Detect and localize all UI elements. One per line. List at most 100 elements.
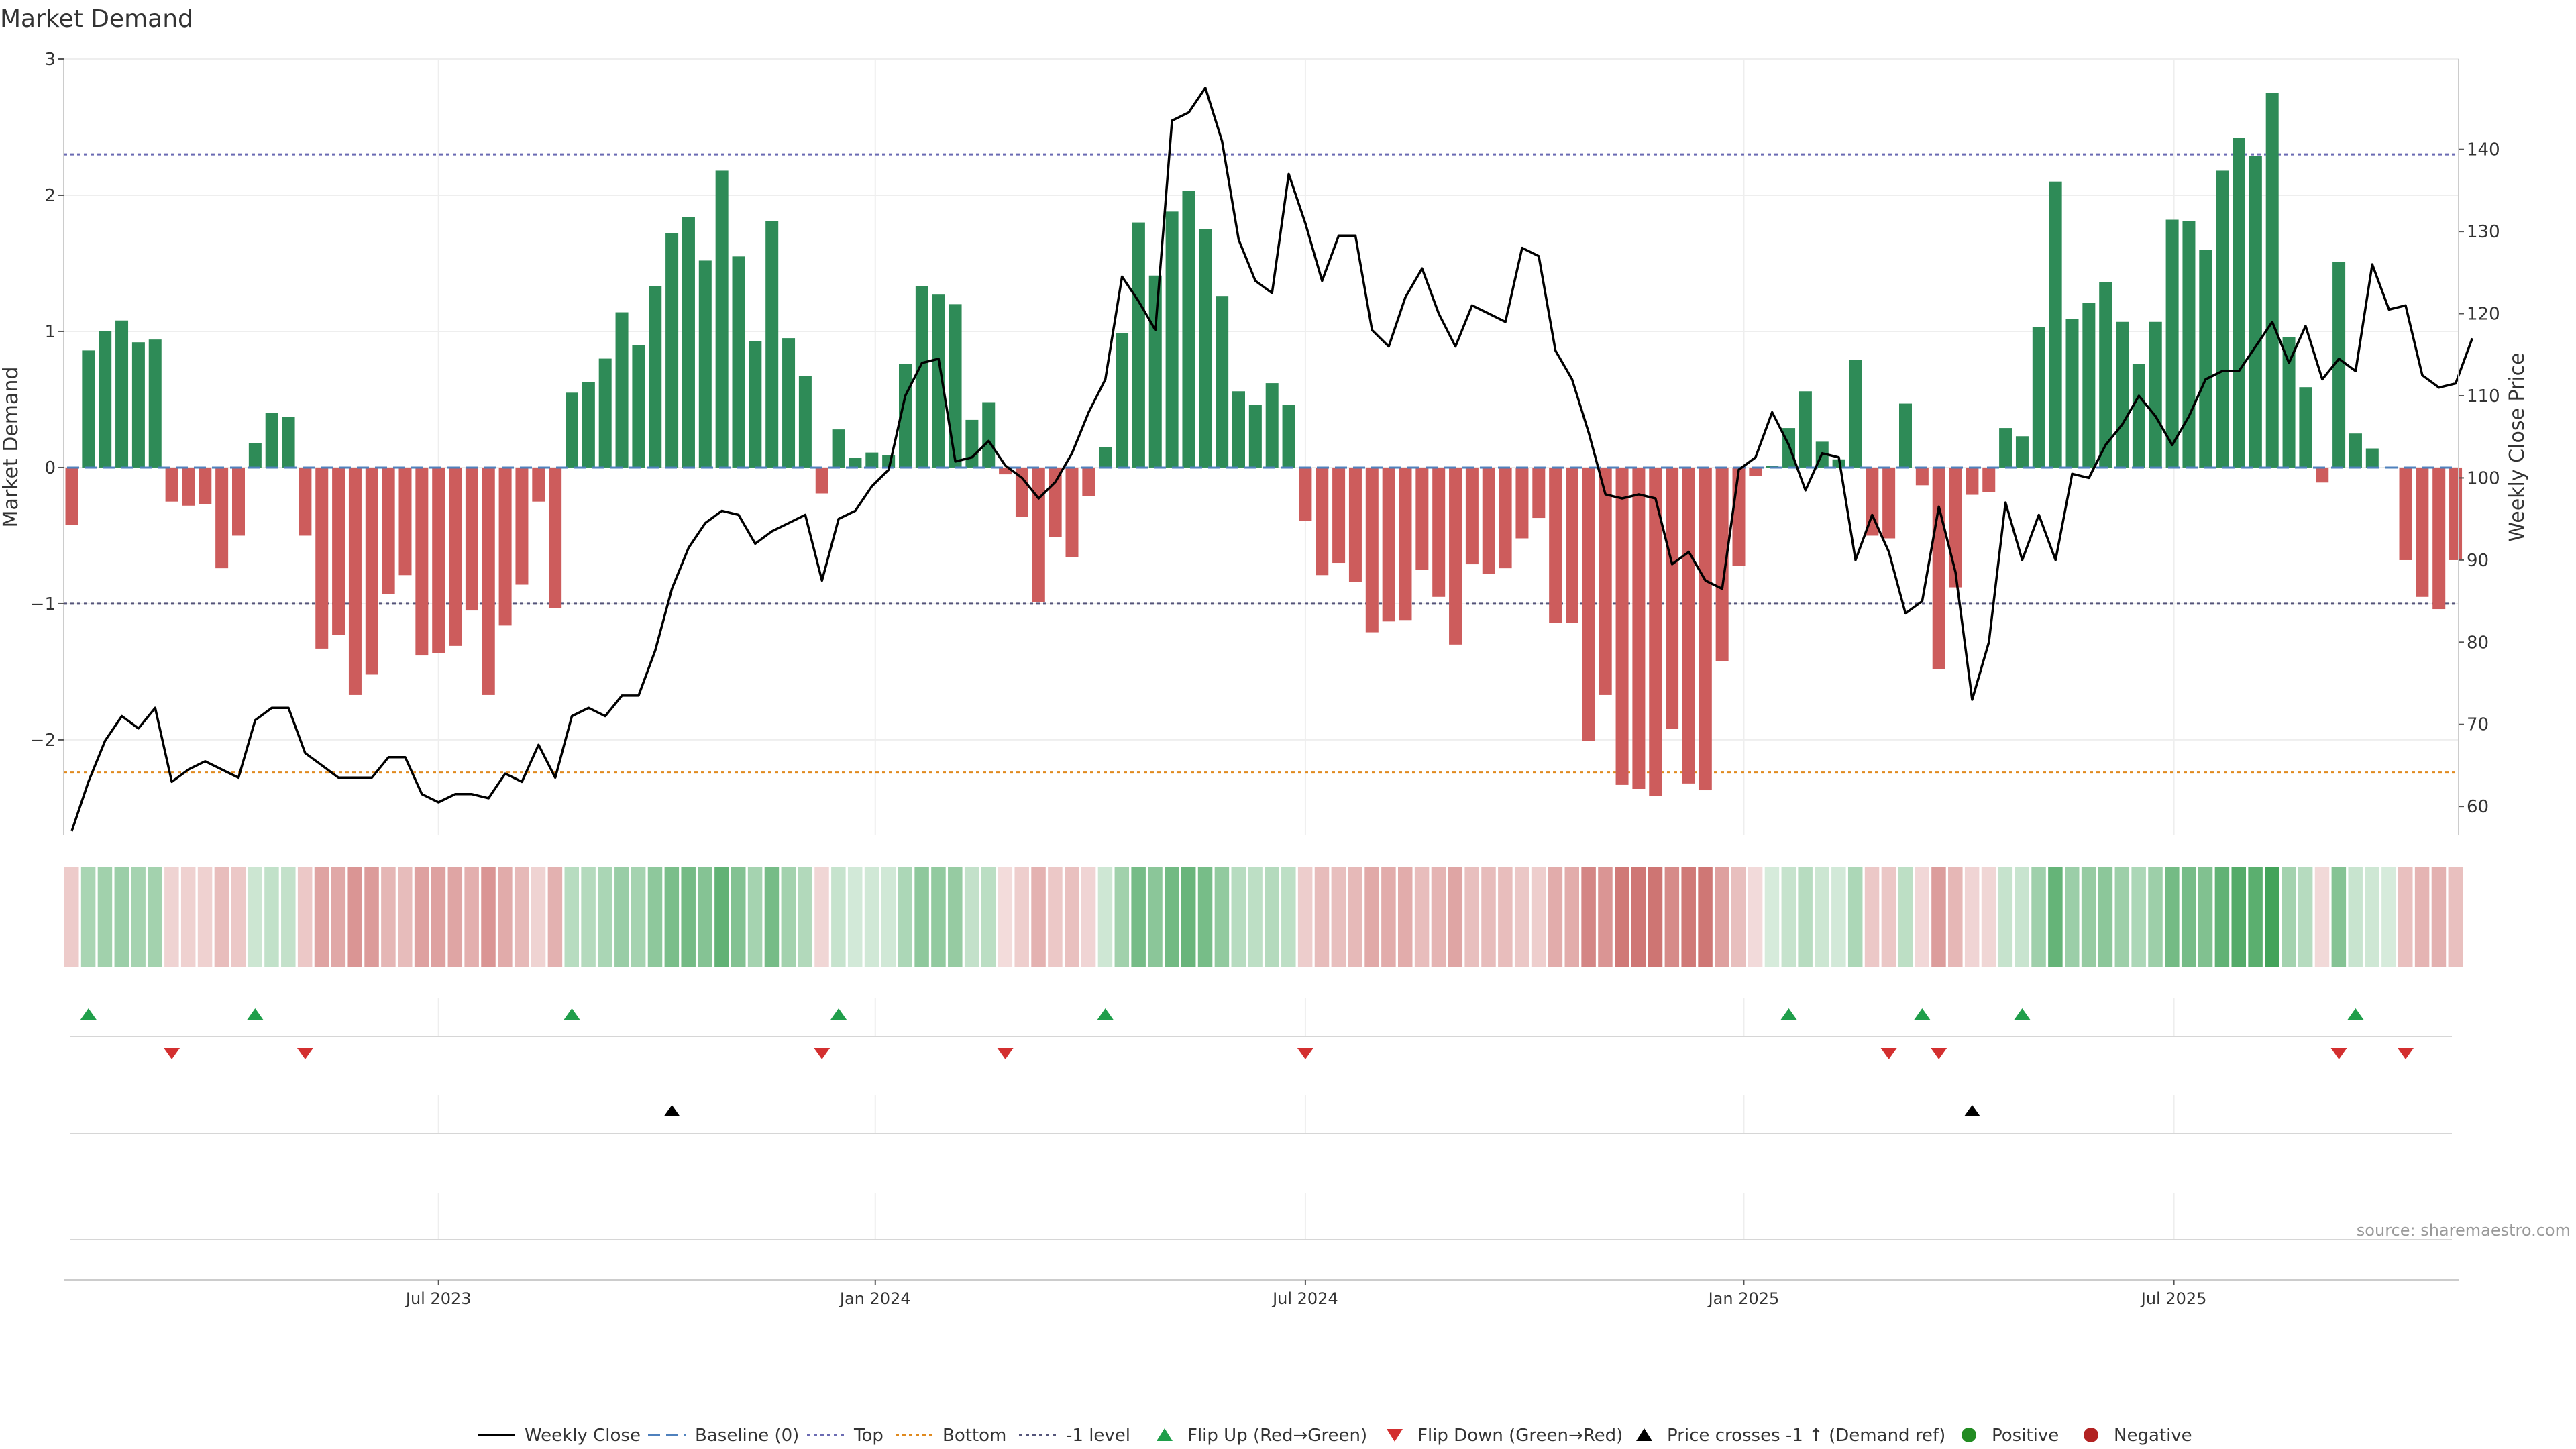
heat-cell — [131, 867, 146, 967]
heat-cell — [1781, 867, 1796, 967]
heat-cell — [2214, 867, 2230, 967]
heat-cell — [1981, 867, 1996, 967]
left-tick-label: 0 — [44, 458, 56, 478]
demand-bar — [865, 452, 879, 468]
demand-bar — [915, 286, 928, 468]
heat-cell — [1598, 867, 1613, 967]
left-tick-label: 2 — [44, 186, 56, 206]
demand-bar — [1132, 222, 1145, 468]
demand-bar — [1099, 447, 1112, 468]
main-axes: 3 2 1 0 −1 −2 140 130 120 110 100 90 80 70 60 Market De… — [0, 50, 2529, 835]
y2-axis-label: Weekly Close Price — [2506, 352, 2529, 541]
demand-bar — [2182, 221, 2196, 468]
demand-bar — [1316, 467, 1329, 576]
heat-cell — [1898, 867, 1913, 967]
demand-bar — [1465, 467, 1479, 565]
heat-cell — [1815, 867, 1829, 967]
heat-cell — [2314, 867, 2330, 967]
event-marker-panels — [70, 998, 2452, 1240]
heat-cell — [1498, 867, 1513, 967]
demand-bar — [1065, 467, 1079, 557]
flip-up-marker — [830, 1008, 847, 1020]
right-tick-label: 60 — [2467, 797, 2489, 817]
heat-cell — [1847, 867, 1863, 967]
demand-bar — [949, 304, 962, 468]
demand-bar — [1866, 467, 1879, 536]
reference-lines — [64, 153, 2459, 774]
demand-bar — [265, 413, 278, 468]
heat-cell — [447, 867, 463, 967]
demand-bar — [282, 417, 295, 468]
flip-up-marker — [80, 1008, 97, 1020]
heat-cell — [2031, 867, 2046, 967]
heat-cell — [714, 867, 729, 967]
demand-bar — [849, 458, 862, 468]
demand-bar — [615, 312, 629, 468]
demand-bar — [1566, 467, 1578, 623]
demand-bar — [1182, 191, 1195, 468]
heat-cell — [197, 867, 213, 967]
demand-bar — [2316, 467, 2329, 483]
chart-title: Market Demand — [0, 5, 193, 33]
demand-bar — [1799, 391, 1812, 468]
demand-bar — [2049, 181, 2062, 468]
heat-cell — [1648, 867, 1663, 967]
demand-bar — [2149, 321, 2162, 468]
demand-bar — [232, 467, 245, 536]
heat-cell — [731, 867, 746, 967]
demand-bar — [1265, 383, 1279, 468]
heat-cell — [1831, 867, 1846, 967]
heat-cell — [2098, 867, 2113, 967]
demand-bar — [315, 467, 329, 649]
demand-bar — [131, 342, 145, 468]
heat-cell — [1348, 867, 1362, 967]
flip-down-marker — [297, 1048, 313, 1059]
demand-bar — [715, 170, 729, 468]
heat-cell — [747, 867, 763, 967]
demand-bar — [532, 467, 545, 502]
heat-cell — [1165, 867, 1179, 967]
heat-cell — [1197, 867, 1213, 967]
heat-cell — [948, 867, 963, 967]
heat-cell — [598, 867, 612, 967]
heat-cell — [97, 867, 113, 967]
heat-cell — [1031, 867, 1046, 967]
demand-bar — [1649, 467, 1662, 796]
heat-cell — [2231, 867, 2246, 967]
heat-cell — [1698, 867, 1713, 967]
flip-up-marker — [2014, 1008, 2031, 1020]
demand-bar — [1049, 467, 1062, 537]
demand-bar — [2199, 250, 2212, 468]
heat-cell — [2414, 867, 2430, 967]
heat-cell — [2265, 867, 2279, 967]
flip-down-marker — [1880, 1048, 1897, 1059]
right-tick-label: 110 — [2467, 386, 2500, 407]
heat-cell — [281, 867, 296, 967]
left-tick-label: −1 — [30, 594, 56, 614]
heat-cell — [1731, 867, 1746, 967]
x-tick-label: Jul 2024 — [1271, 1289, 1338, 1308]
heat-cell — [547, 867, 563, 967]
demand-bar — [1449, 467, 1462, 645]
heat-cell — [931, 867, 946, 967]
flip-up-marker — [247, 1008, 264, 1020]
heat-cell — [498, 867, 513, 967]
price-cross-marker — [663, 1105, 680, 1116]
demand-bar — [566, 392, 578, 468]
demand-bar — [1199, 229, 1212, 468]
heat-cell — [1464, 867, 1479, 967]
demand-bar — [1749, 467, 1762, 476]
heat-cell — [1331, 867, 1346, 967]
x-tick-label: Jan 2024 — [839, 1289, 911, 1308]
heat-cell — [631, 867, 646, 967]
heat-cell — [1998, 867, 2013, 967]
heat-cell — [1281, 867, 1296, 967]
demand-bar — [1299, 467, 1312, 521]
demand-bar — [2233, 138, 2245, 468]
heat-cell — [1681, 867, 1696, 967]
demand-bar — [2432, 467, 2446, 610]
demand-bar — [248, 443, 262, 468]
demand-bar — [2032, 327, 2045, 468]
demand-bar — [449, 467, 462, 646]
demand-bar — [765, 221, 779, 468]
